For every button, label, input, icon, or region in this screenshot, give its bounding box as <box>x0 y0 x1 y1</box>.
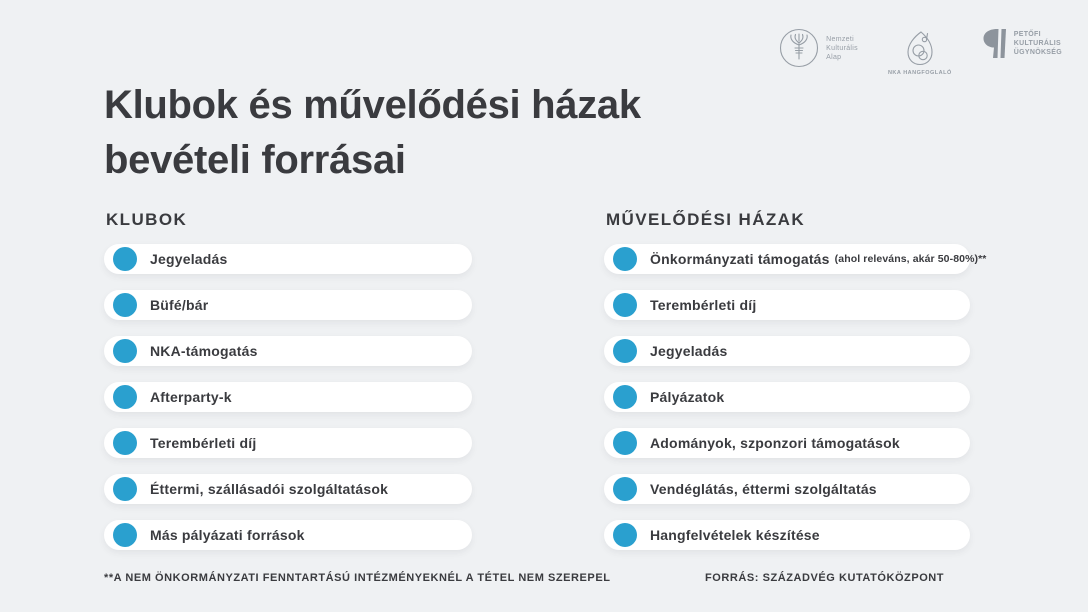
list-item: Hangfelvételek készítése <box>604 520 970 550</box>
bullet-dot-icon <box>113 477 137 501</box>
page-title-line-2: bevételi forrásai <box>104 138 406 182</box>
bullet-dot-icon <box>113 293 137 317</box>
bullet-dot-icon <box>613 385 637 409</box>
bullet-dot-icon <box>113 431 137 455</box>
bullet-dot-icon <box>613 431 637 455</box>
bullet-dot-icon <box>613 293 637 317</box>
list-item: Jegyeladás <box>104 244 472 274</box>
bullet-dot-icon <box>113 339 137 363</box>
petofi-logo-line: PETŐFI <box>1013 31 1041 38</box>
petofi-logo-line: KULTURÁLIS <box>1013 40 1061 47</box>
muvelodesi-hazak-list: Önkormányzati támogatás (ahol releváns, … <box>604 244 986 550</box>
hangfoglalo-logo-caption: NKA HANGFOGLALÓ <box>887 70 952 76</box>
list-item-label: Hangfelvételek készítése <box>650 527 820 543</box>
klubok-list: Jegyeladás Büfé/bár NKA-támogatás <box>104 244 472 550</box>
list-item: Adományok, szponzori támogatások <box>604 428 970 458</box>
list-item-label: Éttermi, szállásadói szolgáltatások <box>150 481 389 497</box>
list-item: Éttermi, szállásadói szolgáltatások <box>104 474 472 504</box>
nka-logo-text: Nemzeti Kulturális Alap <box>826 35 858 62</box>
column-muvelodesi-hazak-header: MŰVELŐDÉSI HÁZAK <box>606 210 806 229</box>
bullet-dot-icon <box>113 523 137 547</box>
hangfoglalo-logo: NKA HANGFOGLALÓ <box>888 30 952 76</box>
list-item-note: (ahol releváns, akár 50-80%)** <box>834 253 987 265</box>
bullet-dot-icon <box>613 247 637 271</box>
logo-row: Nemzeti Kulturális Alap NKA HANGFOGLALÓ … <box>779 28 1062 76</box>
nka-logo: Nemzeti Kulturális Alap <box>779 28 858 68</box>
list-item: NKA-támogatás <box>104 336 472 366</box>
nka-logo-line: Nemzeti <box>826 35 854 43</box>
pilcrow-icon <box>983 29 1006 58</box>
column-muvelodesi-hazak: MŰVELŐDÉSI HÁZAK Önkormányzati támogatás… <box>604 210 986 566</box>
page-title: Klubok és művelődési házak bevételi forr… <box>104 78 641 188</box>
bullet-dot-icon <box>113 385 137 409</box>
list-item-label: Jegyeladás <box>150 251 228 267</box>
nka-logo-line: Kulturális <box>826 44 858 52</box>
list-item-label: Jegyeladás <box>650 343 728 359</box>
list-item-label: Vendéglátás, éttermi szolgáltatás <box>650 481 877 497</box>
page-title-line-1: Klubok és művelődési házak <box>104 83 641 127</box>
footnote: **A NEM ÖNKORMÁNYZATI FENNTARTÁSÚ INTÉZM… <box>104 572 611 584</box>
drop-note-icon <box>907 31 933 66</box>
bullet-dot-icon <box>613 339 637 363</box>
list-item: Más pályázati források <box>104 520 472 550</box>
bullet-dot-icon <box>113 247 137 271</box>
list-item: Büfé/bár <box>104 290 472 320</box>
source-credit: FORRÁS: SZÁZADVÉG KUTATÓKÖZPONT <box>705 572 945 584</box>
petofi-logo-line: ÜGYNÖKSÉG <box>1013 49 1062 56</box>
column-klubok-header: KLUBOK <box>106 210 188 229</box>
list-item: Jegyeladás <box>604 336 970 366</box>
list-item: Önkormányzati támogatás (ahol releváns, … <box>604 244 986 274</box>
list-item-label: Büfé/bár <box>150 297 209 313</box>
list-item-label: Terembérleti díj <box>650 297 757 313</box>
list-item-label: NKA-támogatás <box>150 343 258 359</box>
nka-logo-line: Alap <box>826 53 842 61</box>
list-item-label: Más pályázati források <box>150 527 305 543</box>
tree-circle-icon <box>780 28 819 68</box>
list-item-label: Adományok, szponzori támogatások <box>650 435 900 451</box>
column-klubok: KLUBOK Jegyeladás Büfé/bár NKA-támogatá <box>104 210 472 566</box>
bullet-dot-icon <box>613 523 637 547</box>
list-item: Vendéglátás, éttermi szolgáltatás <box>604 474 970 504</box>
petofi-logo: PETŐFI KULTURÁLIS ÜGYNÖKSÉG <box>982 28 1062 59</box>
list-item: Pályázatok <box>604 382 970 412</box>
bullet-dot-icon <box>613 477 637 501</box>
list-item-label: Terembérleti díj <box>150 435 257 451</box>
list-item-label: Pályázatok <box>650 389 725 405</box>
petofi-logo-text: PETŐFI KULTURÁLIS ÜGYNÖKSÉG <box>1014 30 1062 57</box>
list-item: Terembérleti díj <box>604 290 970 320</box>
list-item: Terembérleti díj <box>104 428 472 458</box>
list-item: Afterparty-k <box>104 382 472 412</box>
list-item-label: Önkormányzati támogatás <box>650 251 830 267</box>
list-item-label: Afterparty-k <box>150 389 232 405</box>
